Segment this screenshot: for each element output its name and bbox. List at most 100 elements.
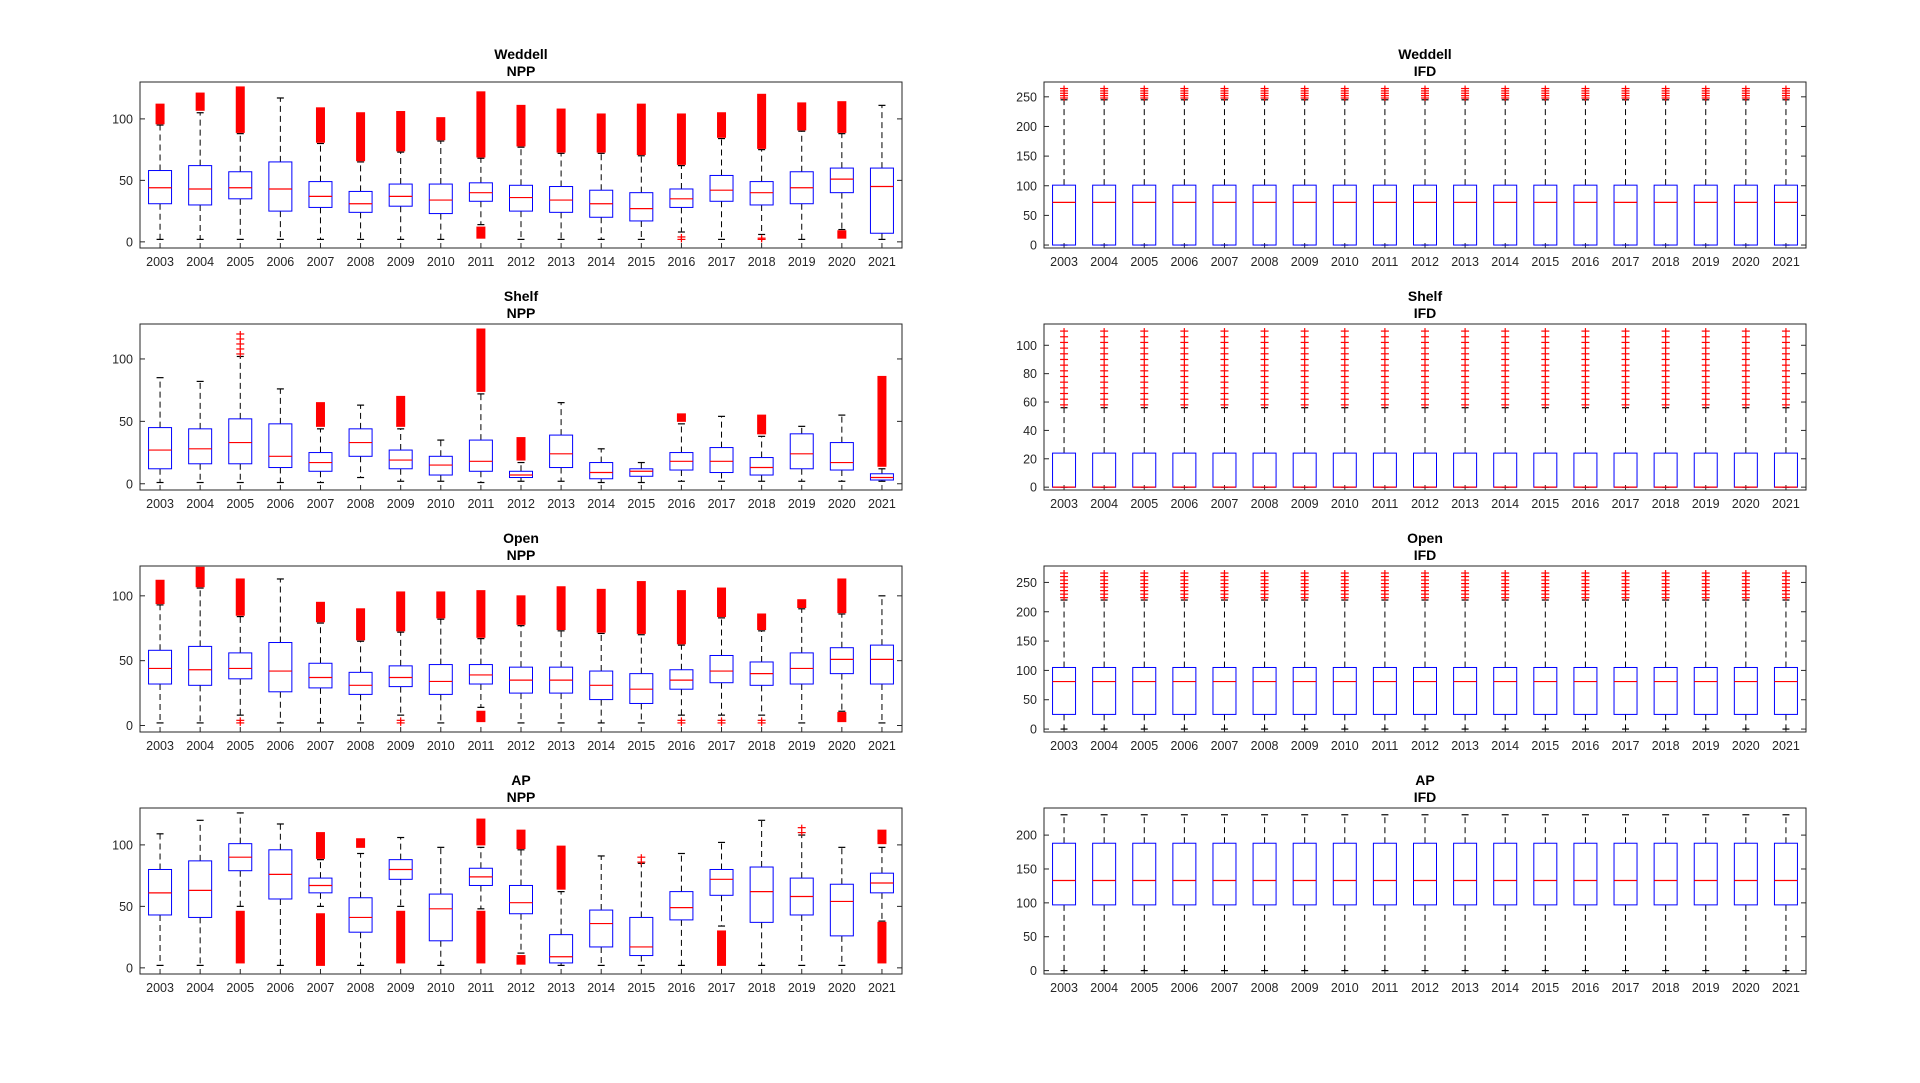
x-tick-label: 2011 <box>467 739 494 753</box>
iqr-box <box>1773 184 1798 246</box>
x-tick-label: 2017 <box>1612 739 1640 753</box>
iqr-box <box>669 891 694 921</box>
box-2018 <box>1653 85 1678 246</box>
x-tick-label: 2005 <box>1130 255 1158 269</box>
iqr-box <box>1653 452 1678 488</box>
box-2013 <box>549 586 574 724</box>
axes-frame <box>139 323 903 491</box>
x-tick-label: 2009 <box>387 981 415 995</box>
iqr-box <box>1453 452 1478 488</box>
x-tick-label: 2021 <box>868 255 896 269</box>
box-2021 <box>869 595 894 724</box>
iqr-box <box>1773 842 1798 906</box>
iqr-box <box>1613 452 1638 488</box>
x-tick-label: 2012 <box>1411 739 1439 753</box>
box-2021 <box>1773 328 1798 488</box>
iqr-box <box>388 665 413 688</box>
panel-title: Weddell <box>1398 46 1451 62</box>
x-tick-label: 2005 <box>226 981 254 995</box>
box-2003 <box>1052 570 1077 730</box>
x-tick-label: 2009 <box>1291 739 1319 753</box>
box-2004 <box>1092 85 1117 246</box>
x-tick-label: 2014 <box>1491 739 1519 753</box>
iqr-box <box>1212 452 1237 488</box>
box-2016 <box>669 413 694 482</box>
box-2006 <box>268 388 293 484</box>
iqr-box <box>549 434 574 469</box>
x-tick-label: 2019 <box>788 739 816 753</box>
x-tick-label: 2006 <box>1170 497 1198 511</box>
outlier-band <box>596 588 606 633</box>
x-tick-label: 2013 <box>547 981 575 995</box>
iqr-box <box>148 649 173 685</box>
x-tick-label: 2014 <box>587 497 615 511</box>
box-2018 <box>749 93 774 243</box>
x-tick-label: 2012 <box>1411 255 1439 269</box>
x-tick-label: 2007 <box>1211 497 1239 511</box>
box-2004 <box>188 92 213 240</box>
y-tick-label: 20 <box>1023 452 1037 466</box>
iqr-box <box>1332 842 1357 906</box>
outlier-band <box>877 375 887 467</box>
iqr-box <box>308 181 333 208</box>
y-tick-label: 0 <box>1030 481 1037 495</box>
iqr-box <box>1413 842 1437 906</box>
iqr-box <box>869 473 894 481</box>
x-tick-label: 2007 <box>307 497 335 511</box>
x-tick-label: 2014 <box>1491 255 1519 269</box>
x-tick-label: 2020 <box>828 497 856 511</box>
x-tick-label: 2017 <box>708 497 736 511</box>
x-tick-label: 2013 <box>547 739 575 753</box>
x-tick-label: 2012 <box>507 255 535 269</box>
x-tick-label: 2013 <box>547 255 575 269</box>
x-tick-label: 2010 <box>1331 981 1359 995</box>
y-tick-label: 50 <box>119 654 133 668</box>
box-2016 <box>1573 85 1598 246</box>
x-tick-label: 2021 <box>1772 981 1800 995</box>
outlier-band <box>396 111 406 152</box>
x-tick-label: 2016 <box>1572 255 1600 269</box>
y-tick-label: 100 <box>1016 179 1037 193</box>
outlier-band <box>476 226 486 239</box>
panel-title: AP <box>1415 772 1434 788</box>
box-2012 <box>1413 328 1437 488</box>
box-2015 <box>629 461 654 484</box>
iqr-box <box>1613 842 1638 906</box>
box-2020 <box>829 846 854 966</box>
x-tick-label: 2019 <box>1692 739 1720 753</box>
iqr-box <box>1092 184 1117 246</box>
iqr-box <box>1533 452 1558 488</box>
iqr-box <box>629 192 654 222</box>
y-tick-label: 50 <box>1023 209 1037 223</box>
iqr-box <box>549 186 574 213</box>
panel-title: Weddell <box>494 46 547 62</box>
box-2015 <box>1533 85 1558 246</box>
y-tick-label: 50 <box>119 174 133 188</box>
box-2017 <box>709 587 734 726</box>
iqr-box <box>1733 184 1758 246</box>
box-2008 <box>348 404 373 479</box>
box-2008 <box>1252 328 1277 488</box>
outlier-band <box>516 104 526 147</box>
iqr-box <box>1693 666 1718 715</box>
box-2008 <box>1252 814 1277 972</box>
box-2017 <box>1613 328 1638 488</box>
x-tick-label: 2017 <box>1612 981 1640 995</box>
x-tick-label: 2015 <box>1531 255 1559 269</box>
box-2011 <box>468 328 493 484</box>
x-tick-label: 2020 <box>1732 739 1760 753</box>
x-tick-label: 2003 <box>146 981 174 995</box>
iqr-box <box>869 167 894 234</box>
outlier-band <box>516 829 526 850</box>
outlier-band <box>356 838 366 848</box>
x-tick-label: 2008 <box>1251 739 1279 753</box>
outlier-band <box>356 608 366 641</box>
outlier-band <box>837 230 847 239</box>
x-tick-label: 2018 <box>748 255 776 269</box>
outlier-band <box>837 101 847 133</box>
outlier-band <box>757 414 767 435</box>
outlier-band <box>797 102 807 131</box>
x-tick-label: 2017 <box>1612 255 1640 269</box>
iqr-box <box>428 893 453 942</box>
